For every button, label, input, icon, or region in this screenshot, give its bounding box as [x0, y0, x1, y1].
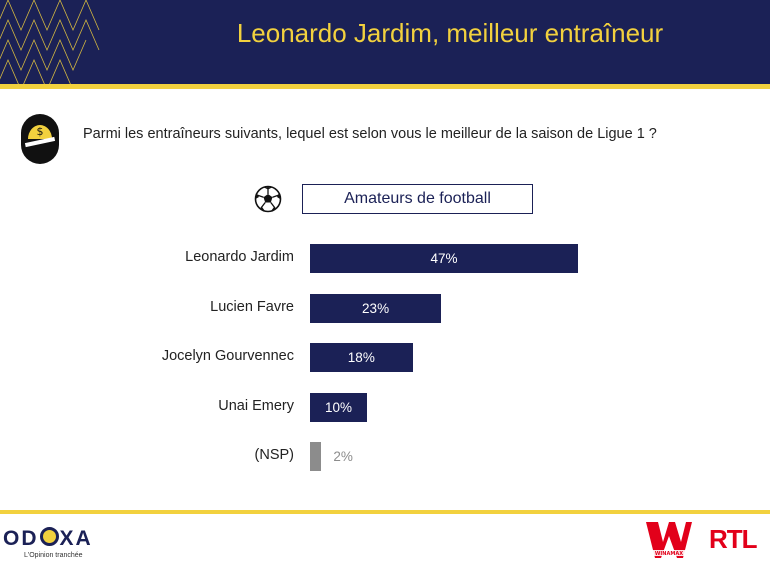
header-banner: Leonardo Jardim, meilleur entraîneur: [0, 0, 770, 84]
footer-divider: [0, 510, 770, 514]
svg-text:WINAMAX: WINAMAX: [655, 551, 683, 557]
bar: [310, 442, 322, 471]
coin-icon: $: [21, 114, 59, 164]
bar: [310, 343, 413, 372]
bar: [310, 244, 578, 273]
odoxa-logo: OD XA: [3, 527, 93, 550]
bar: [310, 392, 368, 422]
bar: [310, 293, 442, 323]
category-label: Lucien Favre: [210, 298, 294, 315]
header-divider: [0, 84, 770, 89]
category-label: Leonardo Jardim: [185, 249, 294, 265]
bar-value-label: 18%: [347, 350, 375, 365]
category-label: Jocelyn Gourvennec: [161, 348, 294, 364]
odoxa-tagline: L'Opinion tranchée: [24, 552, 83, 559]
bar-value-label: 10%: [324, 399, 353, 415]
rtl-logo: RTL: [709, 524, 758, 554]
bar-value-label: 47%: [430, 251, 458, 266]
decorative-pattern: [0, 0, 100, 84]
category-label: (NSP): [254, 447, 294, 463]
winamax-logo: WINAMAX: [646, 522, 692, 558]
survey-question: Parmi les entraîneurs suivants, lequel e…: [83, 126, 657, 142]
page-title: Leonardo Jardim, meilleur entraîneur: [236, 18, 664, 48]
category-label: Unai Emery: [218, 397, 294, 414]
bar-value-label: 2%: [333, 449, 353, 464]
bar-value-label: 23%: [362, 300, 390, 316]
svg-text:$: $: [37, 125, 44, 138]
segment-label: Amateurs de football: [302, 184, 533, 214]
soccer-ball-icon: [254, 185, 282, 213]
